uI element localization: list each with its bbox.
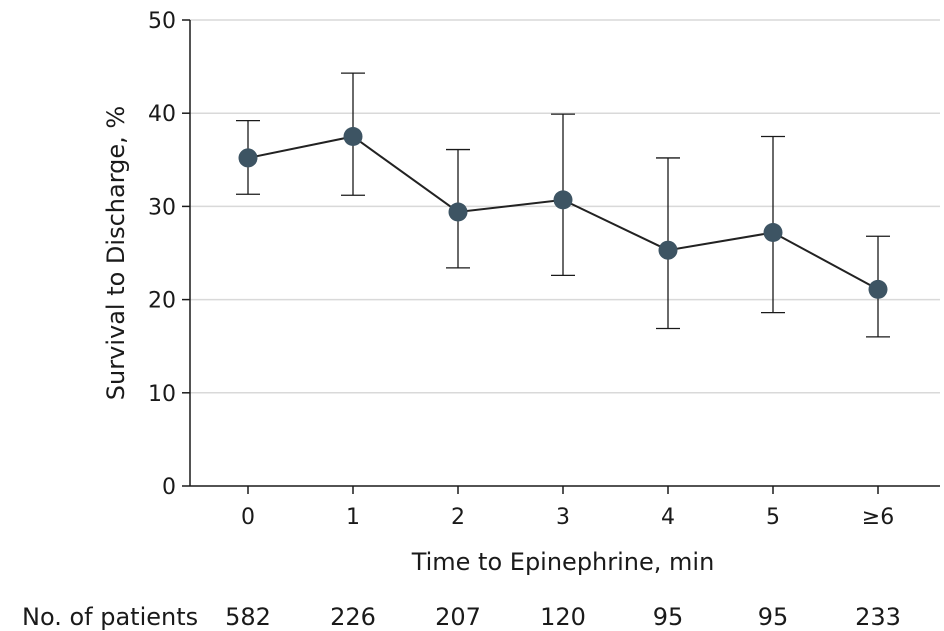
y-ticks: 0 10 20 30 40 50 (148, 9, 190, 500)
y-tick-label-30: 30 (148, 195, 176, 220)
patients-count-5: 95 (758, 603, 789, 631)
patients-count-3: 120 (540, 603, 586, 631)
data-point-0 (238, 148, 258, 168)
y-tick-label-50: 50 (148, 9, 176, 34)
data-points (238, 127, 888, 299)
data-point-2 (448, 202, 468, 222)
patients-count-0: 582 (225, 603, 271, 631)
patients-row: 582 226 207 120 95 95 233 (225, 603, 901, 631)
x-tick-label-5: 5 (766, 505, 780, 530)
patients-count-4: 95 (653, 603, 684, 631)
data-point-1 (343, 127, 363, 146)
x-tick-label-6: ≥6 (862, 505, 894, 530)
y-tick-label-0: 0 (162, 475, 176, 500)
x-tick-label-3: 3 (556, 505, 570, 530)
x-axis-title: Time to Epinephrine, min (411, 548, 715, 576)
x-tick-label-4: 4 (661, 505, 675, 530)
y-tick-label-40: 40 (148, 102, 176, 127)
patients-count-1: 226 (330, 603, 376, 631)
y-axis-title: Survival to Discharge, % (102, 106, 130, 400)
y-tick-label-10: 10 (148, 382, 176, 407)
data-point-6 (868, 279, 888, 299)
x-ticks: 0 1 2 3 4 5 ≥6 (241, 486, 894, 530)
data-point-4 (658, 240, 678, 260)
axes (189, 20, 940, 487)
y-tick-label-20: 20 (148, 289, 176, 314)
patients-count-6: 233 (855, 603, 901, 631)
data-point-5 (763, 222, 783, 242)
data-point-3 (553, 190, 573, 210)
x-tick-label-2: 2 (451, 505, 465, 530)
x-tick-label-0: 0 (241, 505, 255, 530)
patients-count-2: 207 (435, 603, 481, 631)
x-tick-label-1: 1 (346, 505, 360, 530)
patients-row-label: No. of patients (22, 603, 198, 631)
